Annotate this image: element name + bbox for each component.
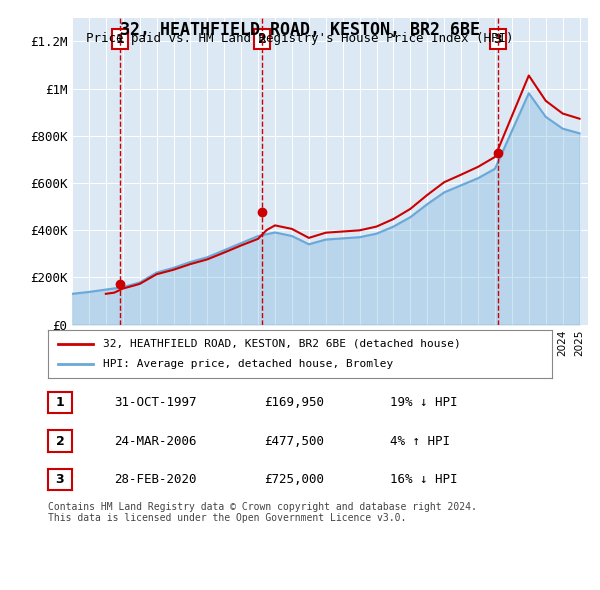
Text: 2: 2 xyxy=(258,32,267,45)
Text: 2: 2 xyxy=(56,434,64,448)
Text: 4% ↑ HPI: 4% ↑ HPI xyxy=(390,434,450,448)
Text: 1: 1 xyxy=(116,32,124,45)
Text: HPI: Average price, detached house, Bromley: HPI: Average price, detached house, Brom… xyxy=(103,359,394,369)
Text: 19% ↓ HPI: 19% ↓ HPI xyxy=(390,396,458,409)
Text: 1: 1 xyxy=(56,396,64,409)
Text: Price paid vs. HM Land Registry's House Price Index (HPI): Price paid vs. HM Land Registry's House … xyxy=(86,32,514,45)
Text: £477,500: £477,500 xyxy=(264,434,324,448)
Text: 16% ↓ HPI: 16% ↓ HPI xyxy=(390,473,458,486)
Text: 3: 3 xyxy=(56,473,64,486)
Text: £169,950: £169,950 xyxy=(264,396,324,409)
Text: 24-MAR-2006: 24-MAR-2006 xyxy=(114,434,197,448)
Text: 32, HEATHFIELD ROAD, KESTON, BR2 6BE: 32, HEATHFIELD ROAD, KESTON, BR2 6BE xyxy=(120,21,480,39)
Text: Contains HM Land Registry data © Crown copyright and database right 2024.
This d: Contains HM Land Registry data © Crown c… xyxy=(48,502,477,523)
Text: 32, HEATHFIELD ROAD, KESTON, BR2 6BE (detached house): 32, HEATHFIELD ROAD, KESTON, BR2 6BE (de… xyxy=(103,339,461,349)
Text: 28-FEB-2020: 28-FEB-2020 xyxy=(114,473,197,486)
Text: 3: 3 xyxy=(493,32,502,45)
Text: £725,000: £725,000 xyxy=(264,473,324,486)
Text: 31-OCT-1997: 31-OCT-1997 xyxy=(114,396,197,409)
